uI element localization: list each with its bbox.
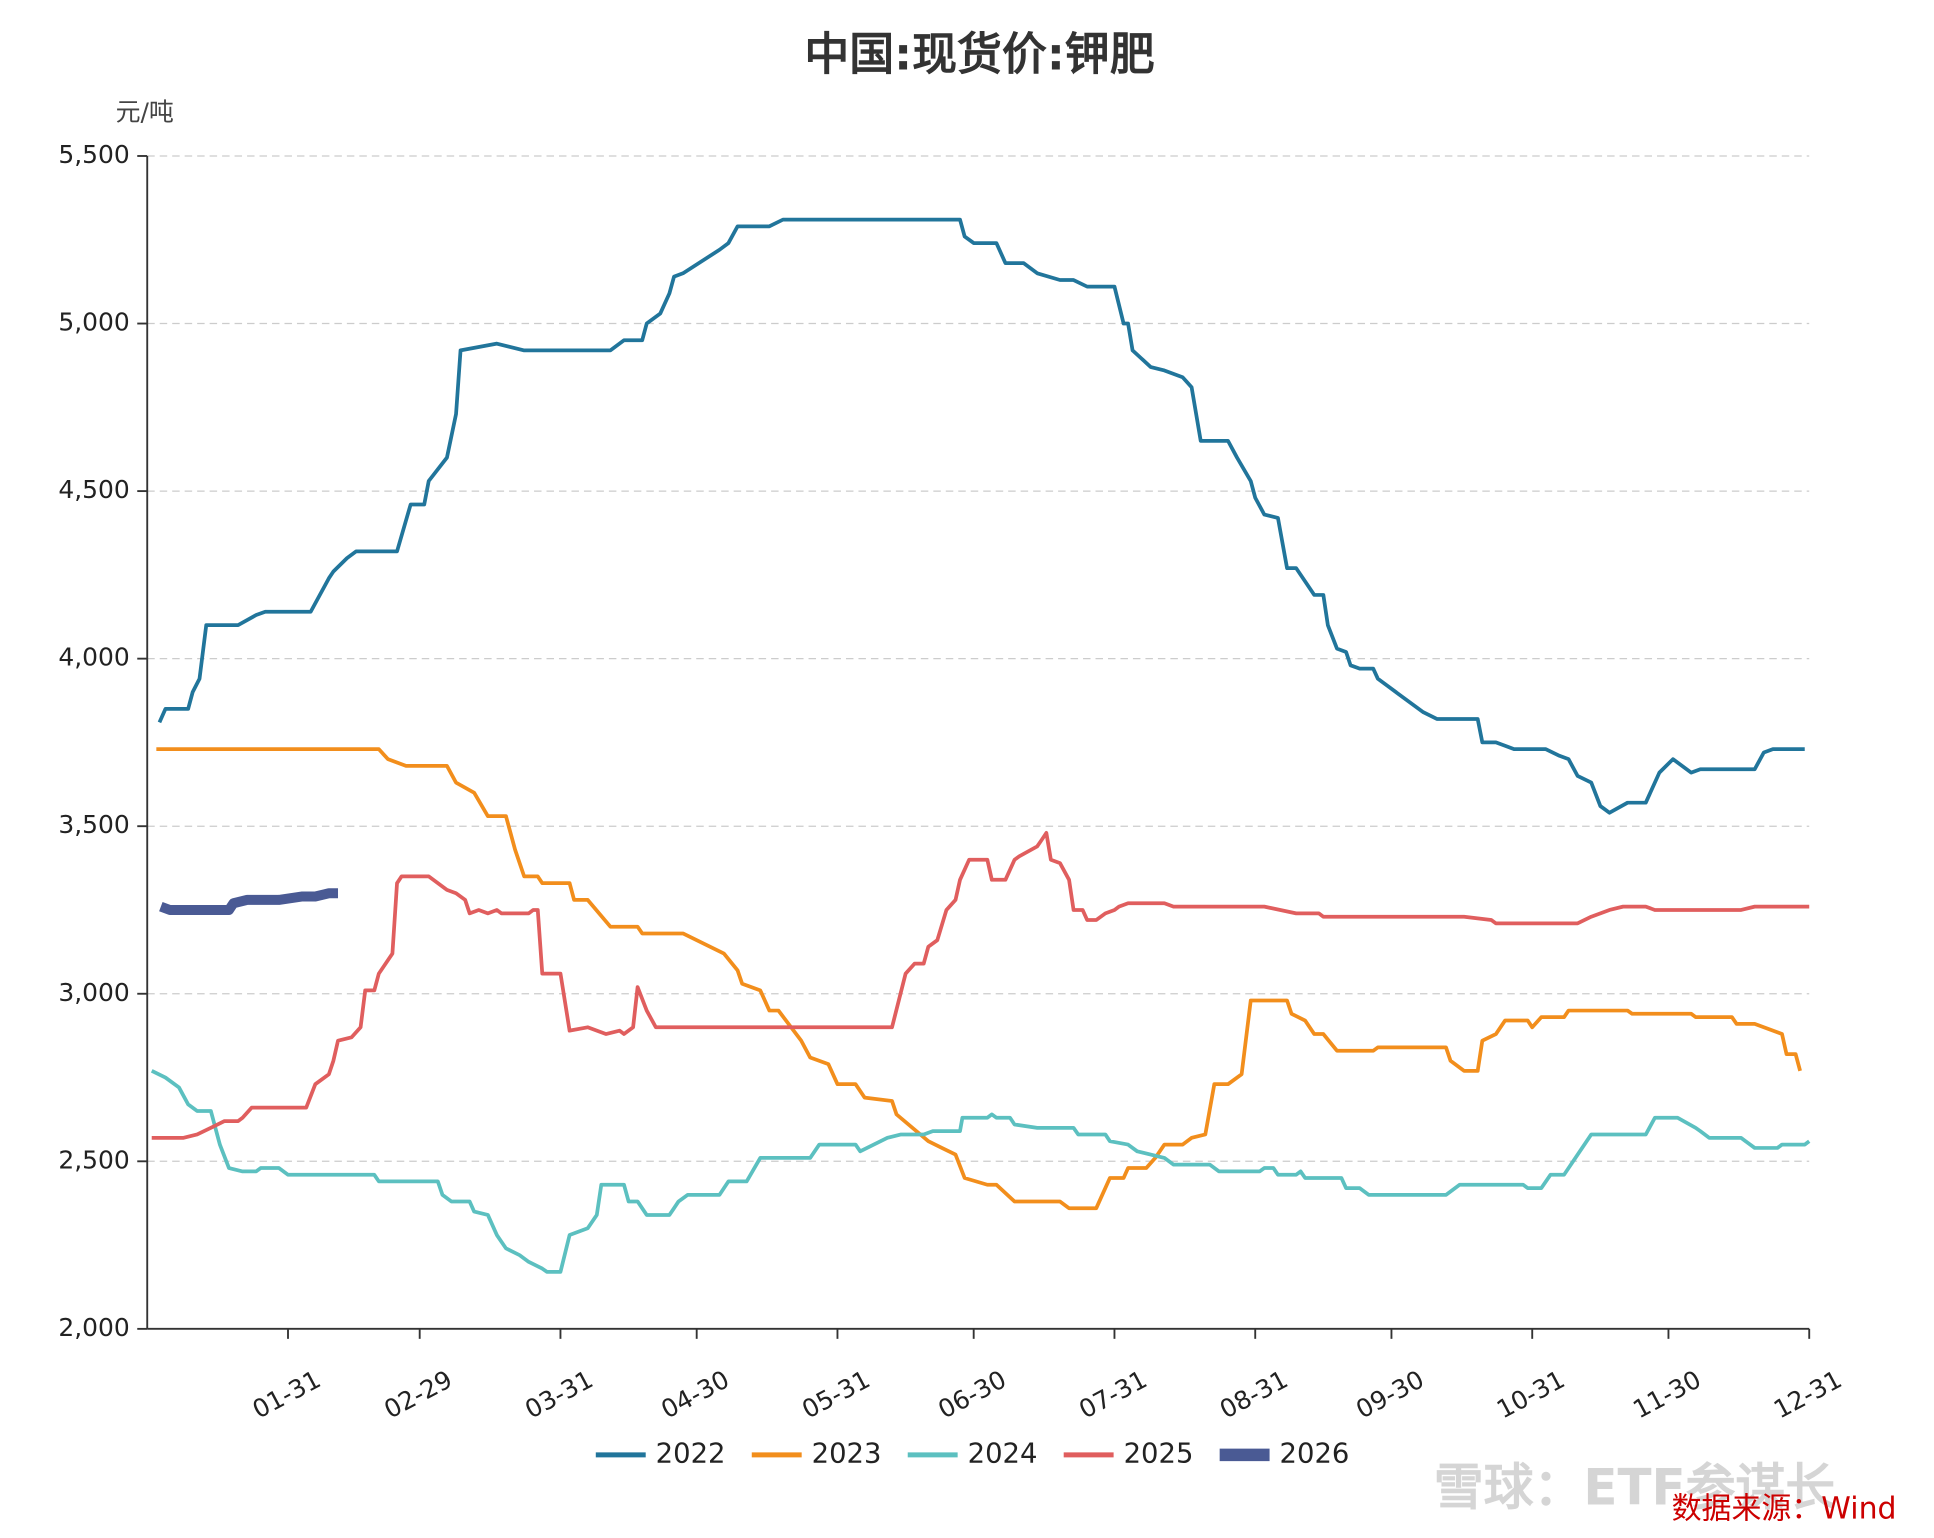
y-tick-label: 2,500 <box>58 1145 129 1174</box>
series-line <box>157 217 1805 815</box>
x-tick-label: 02-29 <box>379 1365 457 1425</box>
series-line <box>156 747 1802 1211</box>
legend-label: 2024 <box>968 1438 1038 1469</box>
x-tick-label: 07-31 <box>1074 1365 1152 1425</box>
source-note: 数据来源：Wind <box>1672 1491 1897 1526</box>
y-tick-label: 5,000 <box>58 308 129 337</box>
x-tick-label: 04-30 <box>656 1365 734 1425</box>
watermark: 雪球：ETF参谋长 <box>1434 1459 1836 1517</box>
y-tick-label: 3,500 <box>58 810 129 839</box>
y-axis-label: 元/吨 <box>116 98 174 127</box>
x-tick-label: 12-31 <box>1769 1365 1847 1425</box>
x-tick-label: 05-31 <box>797 1365 875 1425</box>
series-line <box>151 831 1810 1140</box>
series-line <box>150 1069 1811 1274</box>
x-tick-label: 03-31 <box>520 1365 598 1425</box>
x-tick-label: 11-30 <box>1628 1365 1706 1425</box>
x-tick-label: 06-30 <box>933 1365 1011 1425</box>
y-tick-label: 4,000 <box>58 643 129 672</box>
x-tick-label: 01-31 <box>248 1365 326 1425</box>
x-tick-label: 09-30 <box>1351 1365 1429 1425</box>
legend-label: 2026 <box>1280 1438 1350 1469</box>
y-tick-label: 2,000 <box>58 1313 129 1342</box>
y-tick-label: 4,500 <box>58 475 129 504</box>
x-tick-label: 08-31 <box>1215 1365 1293 1425</box>
series-line <box>159 888 339 915</box>
legend-label: 2025 <box>1124 1438 1194 1469</box>
legend-label: 2023 <box>812 1438 882 1469</box>
y-tick-label: 3,000 <box>58 978 129 1007</box>
chart-title: 中国:现货价:钾肥 <box>804 27 1154 80</box>
legend-label: 2022 <box>656 1438 726 1469</box>
x-tick-label: 10-31 <box>1492 1365 1570 1425</box>
y-tick-label: 5,500 <box>58 140 129 169</box>
